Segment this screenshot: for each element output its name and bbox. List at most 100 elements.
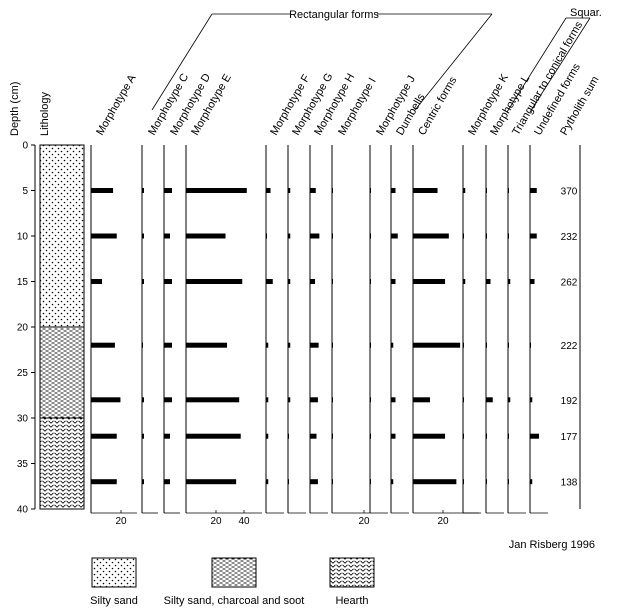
bar <box>164 342 172 348</box>
bar <box>463 479 464 485</box>
bar <box>266 433 269 439</box>
bar <box>370 433 371 439</box>
bar <box>391 433 396 439</box>
bar <box>391 233 398 239</box>
bar <box>463 342 464 348</box>
lithology-legend: Silty sand Silty sand, charcoal and soot… <box>90 557 375 607</box>
depth-tick-label: 35 <box>17 459 29 470</box>
bar <box>391 188 396 193</box>
bar <box>310 279 316 284</box>
bar <box>266 342 269 348</box>
bar <box>486 433 487 439</box>
bar <box>91 397 121 403</box>
depth-tick-label: 40 <box>17 505 29 516</box>
bar <box>91 479 117 485</box>
bar <box>266 479 269 485</box>
bar <box>530 188 537 193</box>
panel-morphotype-f: Morphotype F <box>265 72 313 514</box>
panel-morphotype-j: Morphotype J <box>369 74 418 514</box>
bar <box>310 479 318 485</box>
panel-morphotype-k: Morphotype K <box>462 72 511 514</box>
phytolith-sum-value: 262 <box>561 278 578 289</box>
bar <box>370 233 371 239</box>
group-label-squar: Squar. <box>570 7 602 19</box>
bar <box>142 479 144 485</box>
bar <box>508 233 509 239</box>
x-tick-label: 20 <box>115 516 127 527</box>
lithology-unit <box>39 144 85 328</box>
bar <box>91 279 103 284</box>
bar <box>288 397 291 403</box>
bar <box>186 397 240 403</box>
phytolith-sum-value: 177 <box>561 432 578 443</box>
bar <box>164 188 172 193</box>
bar <box>463 433 464 439</box>
bar <box>370 397 371 403</box>
panel-morphotype-h: Morphotype H <box>309 72 357 514</box>
bar <box>142 342 143 348</box>
bar <box>463 233 464 239</box>
bar <box>486 233 487 239</box>
bar <box>530 397 533 403</box>
bar <box>91 188 114 193</box>
bar <box>91 233 117 239</box>
bar <box>91 433 117 439</box>
panel-morphotype-i: Morphotype I <box>331 76 379 514</box>
depth-tick-label: 20 <box>17 323 29 334</box>
bar <box>413 233 449 239</box>
bar <box>463 279 466 284</box>
phytolith-sum-value: 138 <box>561 478 578 489</box>
squar-bracket: Squar. <box>506 7 602 113</box>
bar <box>413 397 430 403</box>
legend-swatch-hearth <box>329 557 375 588</box>
bar <box>186 433 241 439</box>
bar <box>288 188 291 193</box>
bar <box>463 188 466 193</box>
panel-morphotype-a: Morphotype A <box>90 72 139 514</box>
bar <box>310 397 318 403</box>
bar <box>530 479 533 485</box>
depth-tick-label: 0 <box>22 141 28 152</box>
bar <box>142 433 144 439</box>
bar <box>186 279 243 284</box>
bar <box>332 397 333 403</box>
x-tick-label: 20 <box>210 516 222 527</box>
bar <box>486 279 491 284</box>
lithology-label: Lithology <box>39 91 51 136</box>
bar <box>288 479 289 485</box>
panel-centric-forms: Centric forms <box>412 74 479 514</box>
bar <box>486 479 487 485</box>
depth-tick-label: 30 <box>17 414 29 425</box>
bar <box>391 279 396 284</box>
bar <box>391 397 396 403</box>
bar <box>310 342 319 348</box>
bar <box>142 279 144 284</box>
bar <box>310 188 316 193</box>
bar <box>530 233 537 239</box>
depth-tick-label: 5 <box>22 186 28 197</box>
phytolith-sum-value: 232 <box>561 232 578 243</box>
depth-axis-label: Depth (cm) <box>9 82 21 136</box>
bar <box>530 342 531 348</box>
bar <box>164 433 170 439</box>
group-label-rectangular: Rectangular forms <box>289 9 379 21</box>
depth-tick-label: 25 <box>17 368 29 379</box>
bar <box>508 188 509 193</box>
panel-morphotype-l: Morphotype L <box>485 73 532 514</box>
panel-morphotype-d: Morphotype D <box>163 72 213 514</box>
depth-axis: 0 5 10 15 20 25 30 35 40 Depth (cm) <box>9 82 36 516</box>
bar <box>370 188 371 193</box>
bar <box>288 433 289 439</box>
bar <box>413 188 438 193</box>
bar <box>486 342 487 348</box>
phytolith-sum-value: 192 <box>561 396 578 407</box>
depth-tick-label: 15 <box>17 277 29 288</box>
bar <box>413 433 446 439</box>
bar <box>310 233 320 239</box>
bar <box>186 188 247 193</box>
x-tick-label: 20 <box>437 516 449 527</box>
author-credit: Jan Risberg 1996 <box>509 539 595 551</box>
